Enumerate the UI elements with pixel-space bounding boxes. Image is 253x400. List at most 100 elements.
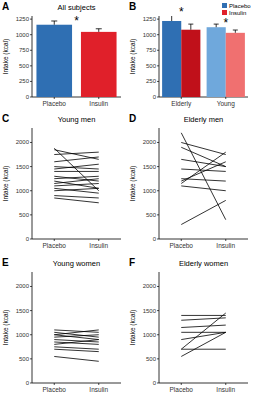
panel-label: B — [129, 1, 136, 12]
line — [54, 349, 99, 351]
y-tick-label: 2000 — [143, 139, 157, 145]
y-tick-label: 500 — [146, 356, 157, 362]
y-tick-label: 1000 — [16, 188, 30, 194]
bar — [36, 25, 72, 97]
line — [54, 347, 99, 349]
y-tick — [30, 81, 32, 82]
line — [54, 332, 99, 337]
title: Young women — [53, 259, 100, 268]
x-tick — [98, 383, 99, 385]
x-tick-label: Insulin — [89, 386, 108, 393]
title: All subjects — [58, 3, 96, 12]
y-tick — [30, 214, 32, 215]
x-tick-label: Placebo — [43, 386, 67, 393]
line — [181, 332, 226, 333]
x-tick-label: Insulin — [89, 100, 108, 107]
panel-label: C — [2, 113, 9, 124]
y-tick-label: 1500 — [143, 308, 157, 314]
y-tick — [157, 383, 159, 384]
line — [54, 179, 99, 184]
y-tick — [157, 97, 159, 98]
error-bar — [214, 24, 219, 27]
line — [54, 188, 99, 193]
y-tick-label: 1000 — [143, 32, 157, 38]
y-tick — [30, 166, 32, 167]
y-tick — [30, 190, 32, 191]
x-tick-label: Young — [217, 100, 236, 108]
y-tick-label: 500 — [19, 356, 30, 362]
x-tick — [181, 383, 182, 385]
y-tick — [30, 334, 32, 335]
y-tick — [157, 81, 159, 82]
y-tick — [157, 310, 159, 311]
y-tick-label: 250 — [146, 78, 157, 84]
line — [54, 157, 99, 162]
y-axis — [32, 272, 33, 383]
x-tick — [54, 239, 55, 241]
line — [54, 335, 99, 340]
panel: DElderly men0500100015002000PlaceboInsul… — [129, 113, 248, 249]
error-bar — [51, 21, 57, 25]
error-bar — [233, 30, 238, 33]
y-axis-label: Intake (kcal) — [2, 310, 10, 345]
error-bar — [96, 29, 102, 32]
y-tick-label: 1250 — [16, 16, 30, 22]
x-axis — [32, 383, 121, 384]
panel-label: D — [129, 113, 136, 124]
marks — [54, 330, 99, 361]
y-tick — [157, 50, 159, 51]
line — [181, 349, 226, 350]
panel: AAll subjects025050075010001250PlaceboIn… — [2, 1, 121, 107]
x-tick-label: Insulin — [216, 242, 235, 249]
y-tick — [157, 142, 159, 143]
y-tick — [30, 358, 32, 359]
panel-label: F — [129, 257, 135, 268]
x-tick — [54, 383, 55, 385]
panel: CYoung men0500100015002000PlaceboInsulin… — [2, 113, 121, 249]
line — [181, 332, 226, 356]
x-tick-label: Placebo — [170, 242, 194, 249]
y-axis — [159, 16, 160, 97]
y-tick-label: 0 — [26, 236, 30, 242]
annotation: * — [223, 16, 228, 30]
line — [54, 356, 99, 361]
x-tick-label: Elderly — [171, 100, 192, 108]
y-axis-label: Intake (kcal) — [2, 39, 10, 74]
annotation: * — [179, 5, 184, 19]
y-tick-label: 1000 — [143, 332, 157, 338]
y-tick-label: 750 — [19, 47, 30, 53]
line — [54, 198, 99, 203]
x-axis — [159, 383, 248, 384]
y-tick — [30, 50, 32, 51]
annotation: * — [74, 14, 79, 28]
y-axis — [159, 272, 160, 383]
panel-label: A — [2, 1, 9, 12]
x-tick — [98, 239, 99, 241]
y-axis — [159, 128, 160, 239]
bar — [81, 32, 117, 97]
y-tick — [30, 383, 32, 384]
y-tick — [30, 310, 32, 311]
y-tick-label: 250 — [19, 78, 30, 84]
panel-label: E — [2, 257, 9, 268]
marks — [162, 16, 245, 97]
panel: EYoung women0500100015002000PlaceboInsul… — [2, 257, 121, 393]
y-tick — [157, 19, 159, 20]
x-tick — [225, 383, 226, 385]
marks — [181, 133, 226, 225]
title: Elderly men — [184, 115, 224, 124]
y-tick-label: 0 — [26, 380, 30, 386]
y-tick-label: 1500 — [16, 164, 30, 170]
y-tick-label: 500 — [19, 63, 30, 69]
y-axis-label: Intake (kcal) — [129, 166, 137, 201]
y-tick — [30, 34, 32, 35]
y-tick-label: 1250 — [143, 16, 157, 22]
y-tick — [30, 239, 32, 240]
line — [181, 159, 226, 166]
x-tick — [181, 239, 182, 241]
x-tick-label: Placebo — [43, 242, 67, 249]
y-tick-label: 0 — [153, 380, 157, 386]
y-tick — [157, 334, 159, 335]
line — [54, 176, 99, 181]
error-bar — [188, 24, 193, 30]
